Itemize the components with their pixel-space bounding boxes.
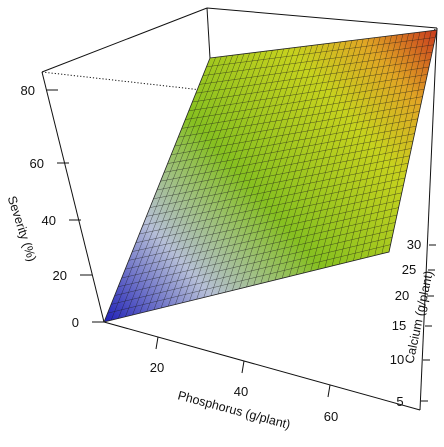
z-tick-label: 80 [21,83,35,98]
z-tick-label: 40 [42,213,56,228]
mesh-line [132,192,402,252]
mesh-line [111,236,393,305]
mesh-line [107,244,391,314]
y-axis: 5 10 15 20 25 30 Calcium (g/plant) [390,237,436,409]
mesh-line [185,81,426,120]
mesh-line [206,37,436,68]
mesh-line [202,44,434,76]
y-tick-label: 30 [407,237,421,252]
mesh-line [146,162,409,217]
mesh-line [181,88,425,129]
y-tick-label: 10 [390,352,404,367]
mesh-line [125,207,399,270]
mesh-line [121,214,398,279]
surface-mesh [107,30,436,321]
x-tick-label: 40 [234,384,248,399]
mesh-line [128,199,401,261]
x-tick [155,336,159,350]
mesh-line [188,74,428,112]
surface [103,29,438,323]
mesh-line [118,222,396,288]
mesh-line [139,177,406,235]
mesh-line [160,133,415,182]
z-tick-label: 0 [72,315,79,330]
x-tick [327,384,331,398]
x-tick [241,360,245,374]
mesh-line [167,118,418,164]
z-axis-title: Severity (%) [5,194,39,263]
mesh-line [142,170,407,226]
box-edge-back-vertical [206,7,211,59]
mesh-line [199,51,433,85]
y-tick-label: 20 [395,288,409,303]
mesh-line [164,125,417,173]
y-tick-label: 5 [396,394,403,409]
mesh-line [149,155,410,208]
mesh-line [153,148,412,200]
mesh-line [114,229,394,296]
x-tick-label: 20 [150,360,164,375]
mesh-line [192,66,430,103]
box-edge-left-vertical [41,71,105,323]
x-tick-label: 60 [324,409,338,424]
x-axis: 20 40 60 Phosphorus (g/plant) [150,336,338,432]
mesh-line [171,111,420,156]
mesh-line [195,59,431,94]
y-tick-label: 15 [392,318,406,333]
mesh-line [174,103,422,147]
mesh-line [156,140,414,191]
mesh-line [178,96,423,138]
box-edge-back-top [41,7,208,73]
box-edge-back-right [206,7,438,29]
z-tick-label: 20 [53,268,67,283]
mesh-line [135,185,404,244]
box-edge-right-vertical [419,27,438,411]
box-edge-front-bottom [103,321,421,411]
z-tick-label: 60 [30,156,44,171]
y-tick-label: 25 [402,262,416,277]
y-axis-title: Calcium (g/plant) [402,270,435,365]
